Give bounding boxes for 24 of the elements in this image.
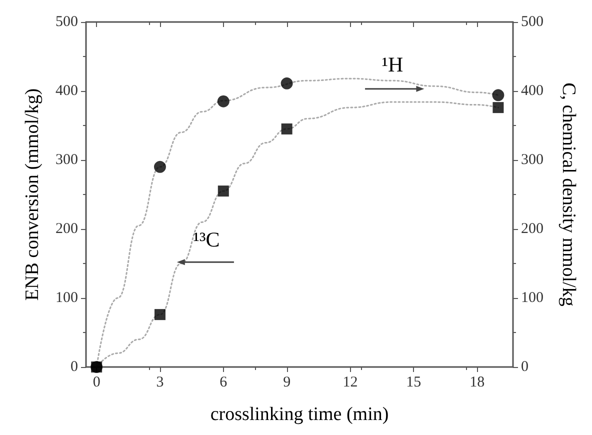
x-tick-label: 15 xyxy=(406,374,422,390)
annotation: ¹H xyxy=(382,52,404,77)
y2-tick-label: 300 xyxy=(521,152,544,168)
y-tick-label: 300 xyxy=(56,152,78,168)
y2-tick-label: 500 xyxy=(521,14,544,30)
x-tick-label: 9 xyxy=(283,374,291,390)
y-tick-label: 200 xyxy=(56,221,78,237)
x-axis-title: crosslinking time (min) xyxy=(210,404,389,425)
y2-tick-label: 200 xyxy=(521,221,544,237)
y-axis-title: ENB conversion (mmol/kg) xyxy=(22,88,43,301)
x-tick-label: 6 xyxy=(220,374,228,390)
x-tick-label: 0 xyxy=(92,374,100,390)
x-tick-label: 12 xyxy=(342,374,358,390)
y-tick-label: 100 xyxy=(56,290,78,306)
x-tick-label: 18 xyxy=(470,374,485,390)
y2-tick-label: 100 xyxy=(521,290,544,306)
y-tick-label: 0 xyxy=(70,359,78,375)
x-tick-label: 3 xyxy=(156,374,164,390)
y-tick-label: 500 xyxy=(56,14,78,30)
y2-tick-label: 400 xyxy=(521,83,544,99)
annotation: ¹³C xyxy=(193,227,220,252)
y-tick-label: 400 xyxy=(56,83,78,99)
y2-tick-label: 0 xyxy=(521,359,528,375)
y2-axis-title: C, chemical density mmol/kg xyxy=(558,82,579,307)
